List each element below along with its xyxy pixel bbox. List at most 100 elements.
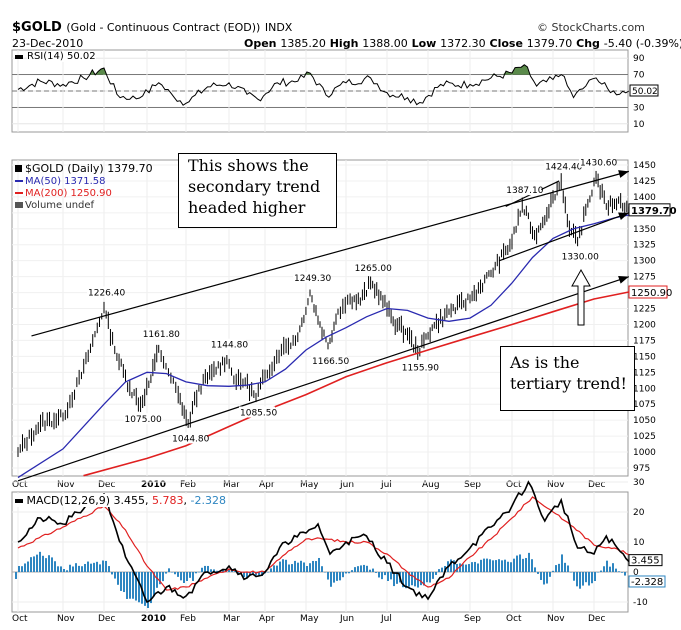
macd-histogram-bar <box>405 572 407 589</box>
macd-histogram-bar <box>354 567 356 572</box>
macd-histogram-bar <box>564 562 566 572</box>
macd-histogram-bar <box>330 572 332 587</box>
macd-histogram-bar <box>456 563 458 572</box>
macd-histogram-bar <box>363 564 365 572</box>
macd-histogram-bar <box>216 570 218 572</box>
macd-histogram-bar <box>588 572 590 586</box>
macd-histogram-bar <box>381 572 383 580</box>
macd-histogram-bar <box>597 572 599 573</box>
macd-histogram-bar <box>375 572 377 573</box>
rsi-value-tag: 50.02 <box>632 87 658 97</box>
macd-histogram-bar <box>474 561 476 572</box>
annotation-box <box>544 160 581 172</box>
macd-legend-icon <box>15 499 23 503</box>
macd-histogram-bar <box>81 566 83 572</box>
macd-tick-label: 0 <box>633 568 639 578</box>
macd-tag-box <box>628 554 663 567</box>
price-annotation: 1430.60 <box>580 158 617 168</box>
macd-histogram-bar <box>279 561 281 572</box>
channel-lower-line <box>499 212 630 262</box>
last-price-tag-box <box>628 203 671 217</box>
macd-histogram-bar <box>366 565 368 572</box>
macd-hist-tag-box <box>628 575 666 588</box>
macd-histogram-bar <box>288 564 290 572</box>
x-axis-label: 2010 <box>141 480 166 490</box>
macd-histogram-bar <box>132 572 134 599</box>
x-axis-label: Sep <box>464 480 481 490</box>
chg-label: Chg <box>576 37 600 50</box>
macd-histogram-bar <box>606 560 608 572</box>
macd-histogram-bar <box>543 572 545 585</box>
macd-x-axis-label: Jun <box>339 614 354 624</box>
macd-histogram-bar <box>222 569 224 572</box>
macd-histogram-bar <box>603 566 605 572</box>
macd-histogram-bar <box>591 572 593 584</box>
macd-hist-value: -2.328 <box>190 494 227 507</box>
macd-histogram-bar <box>111 572 113 575</box>
macd-histogram-bar <box>525 557 527 572</box>
macd-histogram-bar <box>480 559 482 572</box>
macd-histogram-bar <box>138 572 140 603</box>
macd-histogram-bar <box>555 565 557 572</box>
upper-trendline <box>31 170 630 337</box>
x-axis-label: Oct <box>506 480 522 490</box>
up-arrow-icon <box>571 268 591 326</box>
macd-histogram-bar <box>18 566 20 572</box>
callout-tertiary-text: As is the tertiary trend! <box>510 353 627 393</box>
price-annotation: 1085.50 <box>240 409 277 419</box>
legend-price-text: $GOLD (Daily) 1379.70 <box>25 162 153 175</box>
close-value: 1379.70 <box>526 37 573 50</box>
macd-histogram-bar <box>423 572 425 586</box>
price-tick-label: 1100 <box>633 384 656 394</box>
macd-histogram-bar <box>510 562 512 572</box>
last-price-tag: 1379.70 <box>631 206 677 217</box>
x-axis-label: Nov <box>547 480 565 490</box>
macd-histogram-bar <box>150 572 152 604</box>
macd-histogram-bar <box>561 554 563 572</box>
price-annotation: 1249.30 <box>294 274 331 284</box>
lower-trendline <box>17 276 630 482</box>
macd-histogram-bar <box>66 570 68 572</box>
macd-histogram-bar <box>234 571 236 572</box>
macd-histogram-bar <box>465 564 467 572</box>
macd-x-axis-label: May <box>300 614 319 624</box>
macd-histogram-bar <box>48 555 50 572</box>
macd-histogram-bar <box>195 572 197 574</box>
annotation-box <box>505 184 542 196</box>
price-annotation: 1265.00 <box>355 264 392 274</box>
macd-histogram-bar <box>72 566 74 572</box>
macd-histogram-bar <box>477 563 479 572</box>
macd-tick-label: 30 <box>633 478 645 488</box>
macd-histogram-bar <box>171 572 173 573</box>
macd-histogram-bar <box>24 563 26 572</box>
macd-histogram-bar <box>372 568 374 572</box>
price-annotation: 1044.80 <box>172 434 209 444</box>
macd-histogram-bar <box>123 572 125 593</box>
macd-line <box>17 480 630 604</box>
macd-histogram-bar <box>528 552 530 572</box>
rsi-tick-label: 10 <box>633 120 645 130</box>
macd-histogram-bar <box>228 569 230 572</box>
legend-volume: Volume undef <box>15 200 153 212</box>
macd-tick-label: 20 <box>633 508 645 518</box>
symbol: $GOLD <box>12 20 62 35</box>
macd-histogram-bar <box>318 557 320 572</box>
x-axis-label: Mar <box>223 480 240 490</box>
macd-histogram-bar <box>450 559 452 572</box>
macd-histogram-bar <box>462 564 464 572</box>
price-tick-label: 975 <box>633 464 650 474</box>
price-annotation: 1075.00 <box>125 415 162 425</box>
price-tick-label: 1325 <box>633 241 656 251</box>
macd-histogram-bar <box>204 565 206 572</box>
macd-x-axis-label: Nov <box>547 614 565 624</box>
macd-histogram-bar <box>159 572 161 585</box>
price-tick-label: 1350 <box>633 225 656 235</box>
legend-ma200-swatch <box>15 192 23 194</box>
macd-histogram-bar <box>189 572 191 578</box>
macd-histogram-bar <box>411 572 413 586</box>
macd-histogram-bar <box>531 559 533 572</box>
macd-histogram-bar <box>492 560 494 572</box>
macd-histogram-bar <box>471 562 473 572</box>
rsi-label: RSI(14) 50.02 <box>27 51 96 62</box>
macd-histogram-bar <box>483 558 485 572</box>
